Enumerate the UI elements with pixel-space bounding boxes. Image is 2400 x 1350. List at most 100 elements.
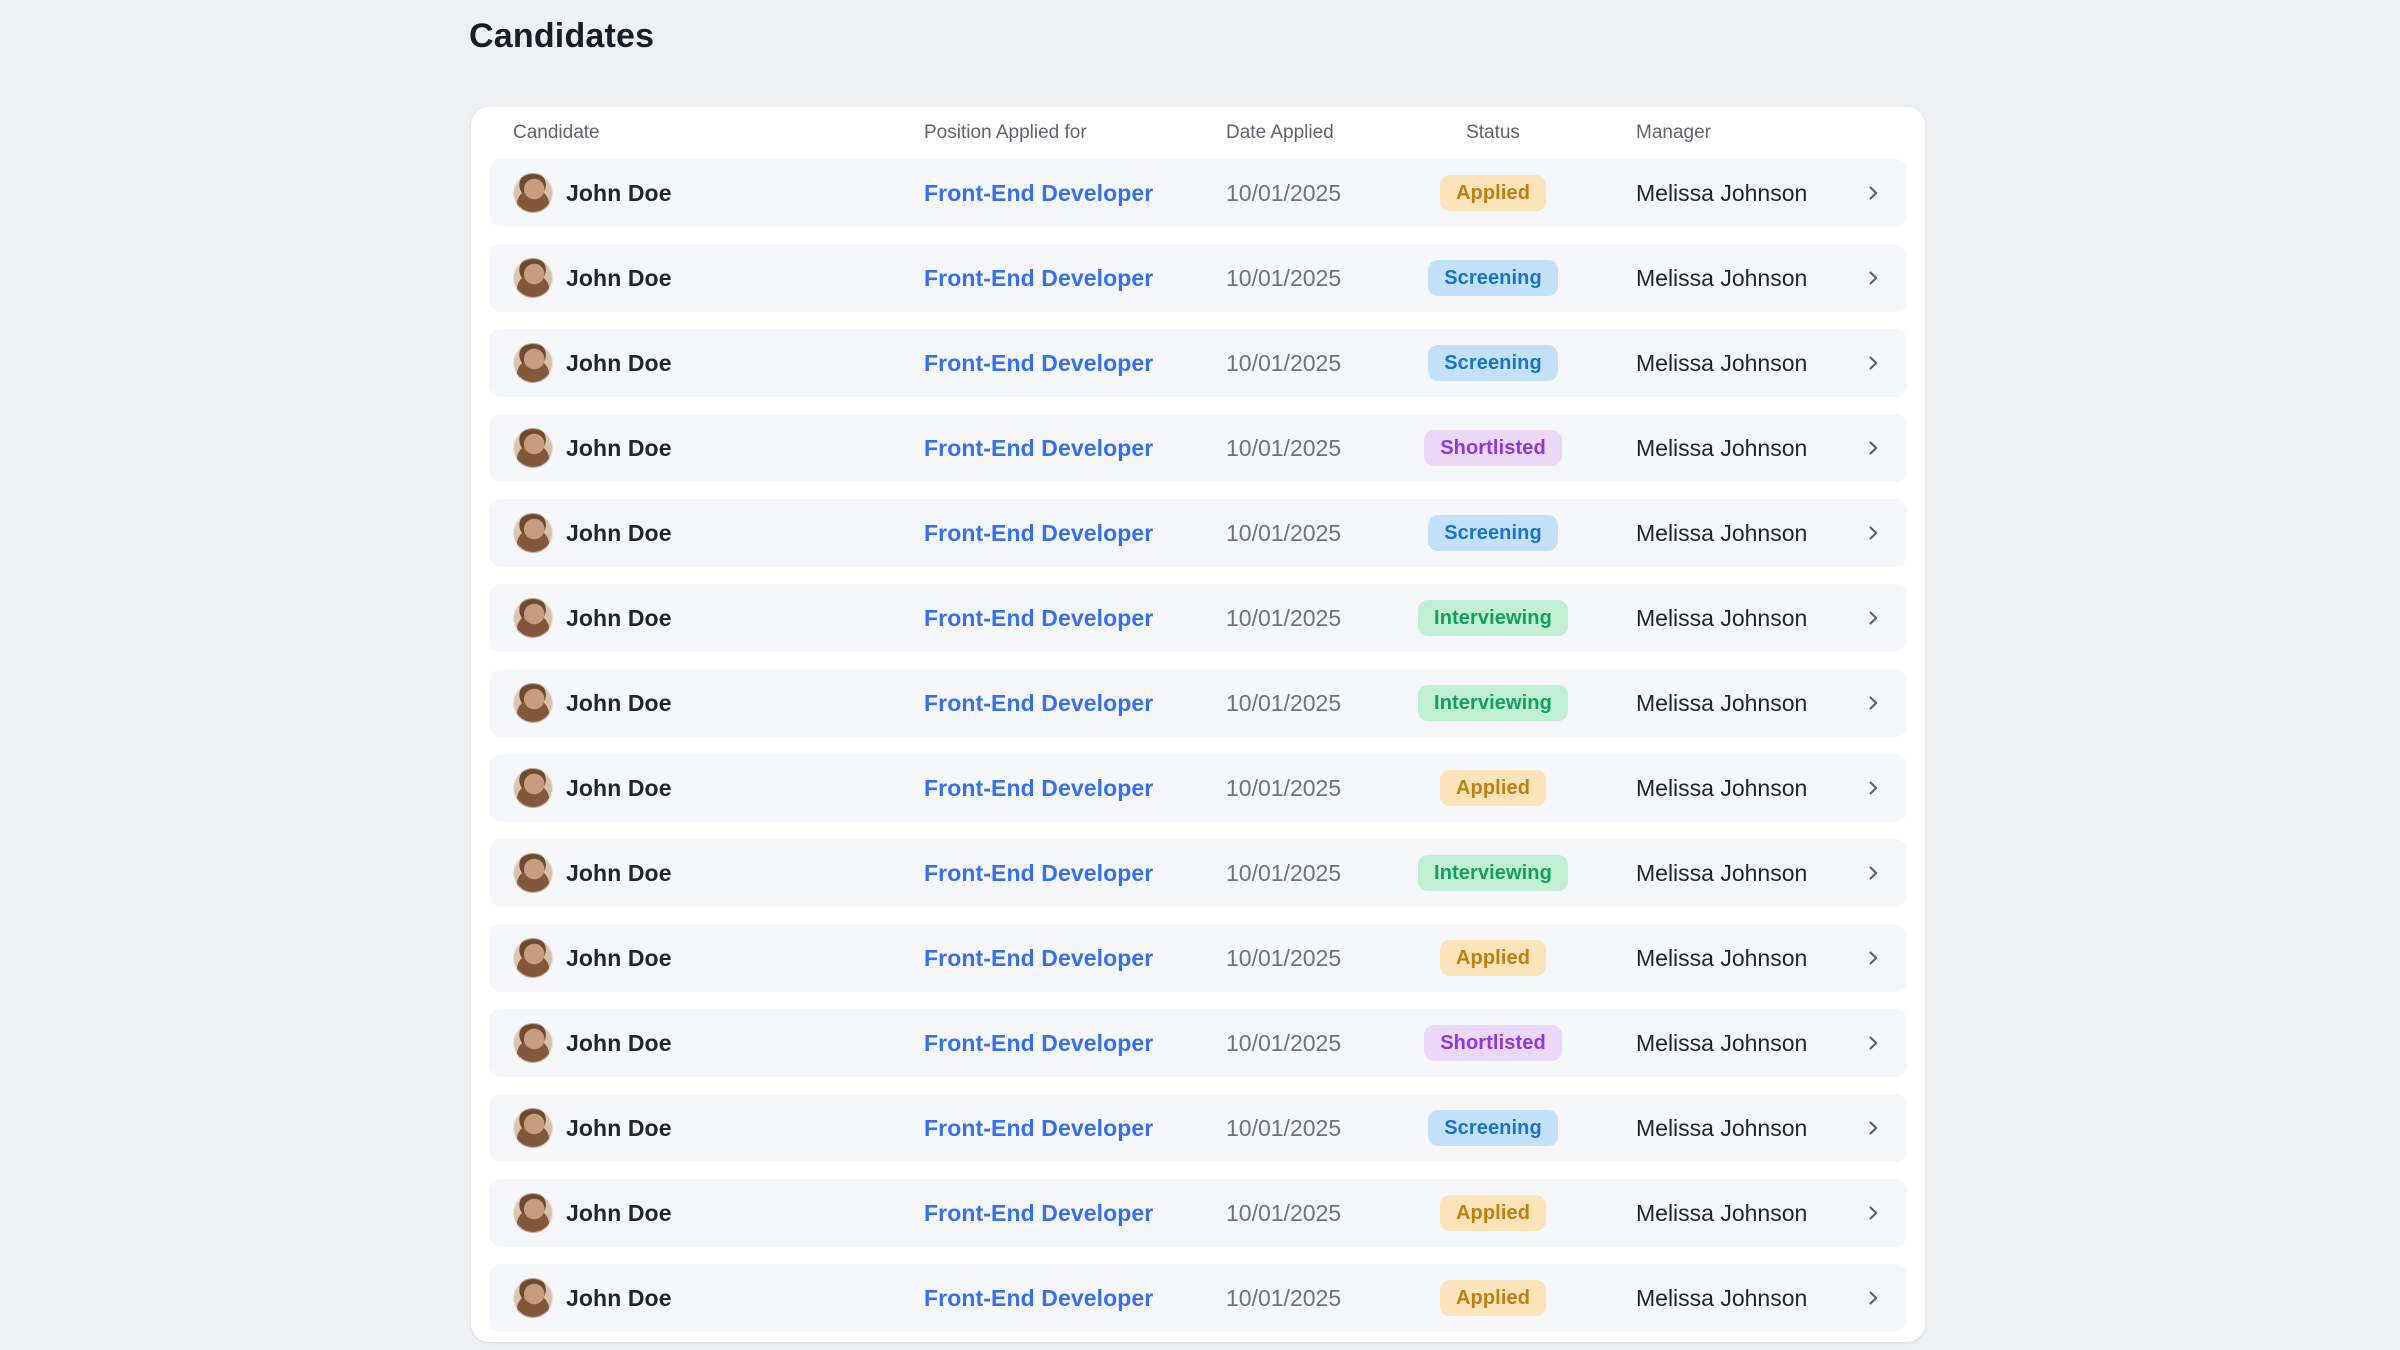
position-link[interactable]: Front-End Developer	[924, 1199, 1154, 1226]
status-badge: Screening	[1428, 1110, 1558, 1146]
row-action-cell[interactable]	[1837, 778, 1883, 798]
candidate-row[interactable]: John Doe Front-End Developer 10/01/2025 …	[489, 754, 1907, 822]
date-applied: 10/01/2025	[1226, 434, 1342, 461]
position-link[interactable]: Front-End Developer	[924, 944, 1154, 971]
position-link[interactable]: Front-End Developer	[924, 604, 1154, 631]
status-cell: Screening	[1386, 260, 1600, 296]
position-cell: Front-End Developer	[924, 1285, 1226, 1312]
candidate-avatar	[513, 1108, 553, 1148]
candidate-cell: John Doe	[513, 258, 924, 298]
candidate-cell: John Doe	[513, 853, 924, 893]
candidate-name: John Doe	[566, 774, 672, 801]
manager-name: Melissa Johnson	[1636, 1029, 1808, 1056]
candidate-row[interactable]: John Doe Front-End Developer 10/01/2025 …	[489, 839, 1907, 907]
row-action-cell[interactable]	[1837, 693, 1883, 713]
position-link[interactable]: Front-End Developer	[924, 689, 1154, 716]
manager-name: Melissa Johnson	[1636, 774, 1808, 801]
manager-name: Melissa Johnson	[1636, 1199, 1808, 1226]
candidate-avatar	[513, 853, 553, 893]
status-badge: Screening	[1428, 345, 1558, 381]
candidate-avatar	[513, 683, 553, 723]
status-cell: Screening	[1386, 1110, 1600, 1146]
candidate-row[interactable]: John Doe Front-End Developer 10/01/2025 …	[489, 1179, 1907, 1247]
candidate-row[interactable]: John Doe Front-End Developer 10/01/2025 …	[489, 1264, 1907, 1332]
chevron-right-icon	[1869, 781, 1878, 795]
row-action-cell[interactable]	[1837, 1288, 1883, 1308]
candidate-row[interactable]: John Doe Front-End Developer 10/01/2025 …	[489, 1094, 1907, 1162]
candidate-avatar	[513, 1278, 553, 1318]
candidate-cell: John Doe	[513, 683, 924, 723]
candidate-row[interactable]: John Doe Front-End Developer 10/01/2025 …	[489, 669, 1907, 737]
candidate-avatar	[513, 513, 553, 553]
candidate-row[interactable]: John Doe Front-End Developer 10/01/2025 …	[489, 244, 1907, 312]
candidate-avatar	[513, 938, 553, 978]
position-link[interactable]: Front-End Developer	[924, 179, 1154, 206]
position-link[interactable]: Front-End Developer	[924, 434, 1154, 461]
row-action-cell[interactable]	[1837, 1033, 1883, 1053]
row-action-cell[interactable]	[1837, 608, 1883, 628]
candidate-name: John Doe	[566, 264, 672, 291]
candidate-row[interactable]: John Doe Front-End Developer 10/01/2025 …	[489, 414, 1907, 482]
status-badge: Interviewing	[1418, 600, 1568, 636]
candidate-row[interactable]: John Doe Front-End Developer 10/01/2025 …	[489, 499, 1907, 567]
position-cell: Front-End Developer	[924, 860, 1226, 887]
manager-name: Melissa Johnson	[1636, 349, 1808, 376]
position-link[interactable]: Front-End Developer	[924, 1114, 1154, 1141]
candidate-row[interactable]: John Doe Front-End Developer 10/01/2025 …	[489, 584, 1907, 652]
candidates-table-card: Candidate Position Applied for Date Appl…	[471, 107, 1925, 1342]
row-action-cell[interactable]	[1837, 523, 1883, 543]
status-cell: Shortlisted	[1386, 1025, 1600, 1061]
chevron-right-icon	[1869, 441, 1878, 455]
candidate-row[interactable]: John Doe Front-End Developer 10/01/2025 …	[489, 159, 1907, 227]
row-action-cell[interactable]	[1837, 438, 1883, 458]
status-cell: Applied	[1386, 1195, 1600, 1231]
row-action-cell[interactable]	[1837, 353, 1883, 373]
position-link[interactable]: Front-End Developer	[924, 519, 1154, 546]
status-badge: Shortlisted	[1424, 1025, 1562, 1061]
manager-name: Melissa Johnson	[1636, 264, 1808, 291]
date-applied: 10/01/2025	[1226, 859, 1342, 886]
manager-name: Melissa Johnson	[1636, 434, 1808, 461]
candidate-row[interactable]: John Doe Front-End Developer 10/01/2025 …	[489, 1009, 1907, 1077]
status-cell: Applied	[1386, 175, 1600, 211]
position-cell: Front-End Developer	[924, 350, 1226, 377]
row-action-cell[interactable]	[1837, 948, 1883, 968]
position-cell: Front-End Developer	[924, 180, 1226, 207]
candidate-avatar	[513, 343, 553, 383]
position-cell: Front-End Developer	[924, 1115, 1226, 1142]
row-action-cell[interactable]	[1837, 1118, 1883, 1138]
position-cell: Front-End Developer	[924, 435, 1226, 462]
status-cell: Screening	[1386, 515, 1600, 551]
chevron-right-icon	[1869, 1121, 1878, 1135]
status-cell: Applied	[1386, 940, 1600, 976]
position-cell: Front-End Developer	[924, 1030, 1226, 1057]
candidate-avatar	[513, 768, 553, 808]
candidate-cell: John Doe	[513, 343, 924, 383]
candidate-row[interactable]: John Doe Front-End Developer 10/01/2025 …	[489, 329, 1907, 397]
position-link[interactable]: Front-End Developer	[924, 264, 1154, 291]
candidate-name: John Doe	[566, 1114, 672, 1141]
chevron-right-icon	[1869, 186, 1878, 200]
position-link[interactable]: Front-End Developer	[924, 859, 1154, 886]
candidate-cell: John Doe	[513, 598, 924, 638]
status-cell: Interviewing	[1386, 685, 1600, 721]
candidate-name: John Doe	[566, 859, 672, 886]
candidate-name: John Doe	[566, 179, 672, 206]
candidate-row[interactable]: John Doe Front-End Developer 10/01/2025 …	[489, 924, 1907, 992]
row-action-cell[interactable]	[1837, 1203, 1883, 1223]
chevron-right-icon	[1869, 866, 1878, 880]
position-link[interactable]: Front-End Developer	[924, 349, 1154, 376]
manager-name: Melissa Johnson	[1636, 689, 1808, 716]
position-cell: Front-End Developer	[924, 605, 1226, 632]
position-link[interactable]: Front-End Developer	[924, 774, 1154, 801]
row-action-cell[interactable]	[1837, 863, 1883, 883]
status-badge: Interviewing	[1418, 685, 1568, 721]
date-applied: 10/01/2025	[1226, 179, 1342, 206]
row-action-cell[interactable]	[1837, 268, 1883, 288]
row-action-cell[interactable]	[1837, 183, 1883, 203]
candidate-cell: John Doe	[513, 1193, 924, 1233]
candidate-name: John Doe	[566, 604, 672, 631]
position-link[interactable]: Front-End Developer	[924, 1284, 1154, 1311]
column-header-position: Position Applied for	[924, 122, 1087, 143]
position-link[interactable]: Front-End Developer	[924, 1029, 1154, 1056]
